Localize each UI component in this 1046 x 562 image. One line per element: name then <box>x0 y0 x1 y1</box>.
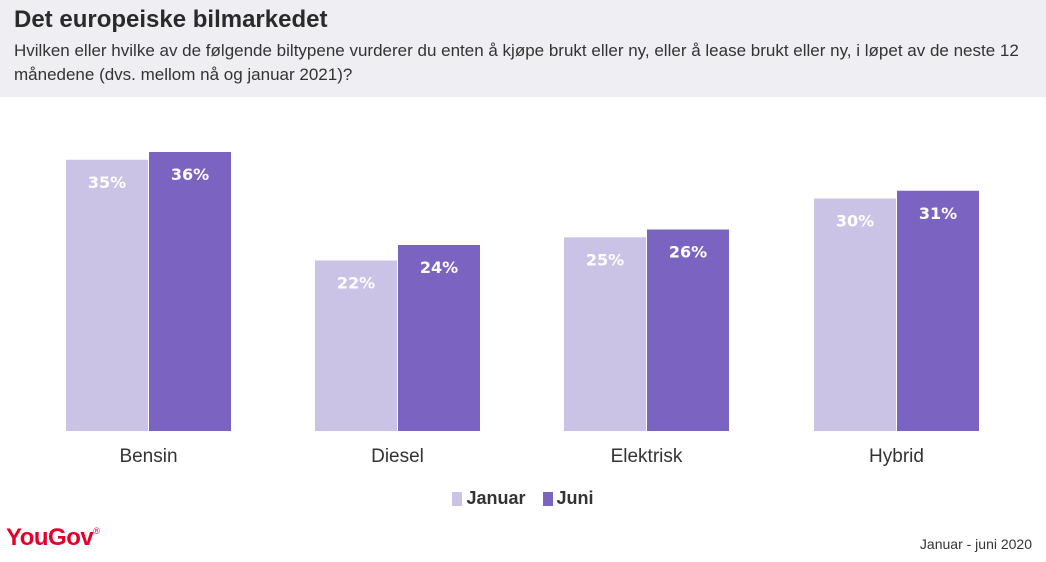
registered-mark: ® <box>93 526 100 536</box>
category-label-bensin: Bensin <box>119 446 177 467</box>
category-label-elektrisk: Elektrisk <box>611 446 683 467</box>
data-label-elektrisk-juni: 26% <box>669 243 707 262</box>
legend-item-juni: Juni <box>542 488 594 509</box>
category-label-diesel: Diesel <box>371 446 424 467</box>
logo-text: YouGov <box>6 524 94 551</box>
bar-hybrid-juni <box>897 190 979 431</box>
bar-elektrisk-januar <box>564 237 646 431</box>
category-label-hybrid: Hybrid <box>869 446 924 467</box>
legend-swatch-januar <box>452 491 463 506</box>
data-label-hybrid-juni: 31% <box>919 204 957 223</box>
bar-elektrisk-juni <box>647 229 729 431</box>
legend-swatch-juni <box>542 491 553 506</box>
legend-label-januar: Januar <box>466 488 526 508</box>
yougov-logo: YouGov® <box>6 524 100 552</box>
data-label-elektrisk-januar: 25% <box>586 250 624 269</box>
bar-diesel-januar <box>315 260 397 431</box>
header-band: Det europeiske bilmarkedet Hvilken eller… <box>0 0 1046 97</box>
bar-diesel-juni <box>398 245 480 431</box>
chart-title: Det europeiske bilmarkedet <box>14 6 328 33</box>
bar-bensin-juni <box>149 152 231 431</box>
data-label-hybrid-januar: 30% <box>836 212 874 231</box>
chart-subtitle: Hvilken eller hvilke av de følgende bilt… <box>14 41 1019 84</box>
data-label-bensin-juni: 36% <box>171 165 209 184</box>
legend-item-januar: Januar <box>452 488 526 509</box>
bar-bensin-januar <box>66 159 148 431</box>
legend-label-juni: Juni <box>556 488 594 508</box>
bar-hybrid-januar <box>814 198 896 431</box>
data-label-bensin-januar: 35% <box>88 173 126 192</box>
data-label-diesel-januar: 22% <box>337 274 375 293</box>
bar-chart: 35% 36% Bensin 22% 24% Diesel 25% 26% Elektrisk 3… <box>66 152 979 467</box>
legend: Januar Juni <box>0 488 1046 511</box>
date-range: Januar - juni 2020 <box>919 536 1032 552</box>
data-label-diesel-juni: 24% <box>420 258 458 277</box>
